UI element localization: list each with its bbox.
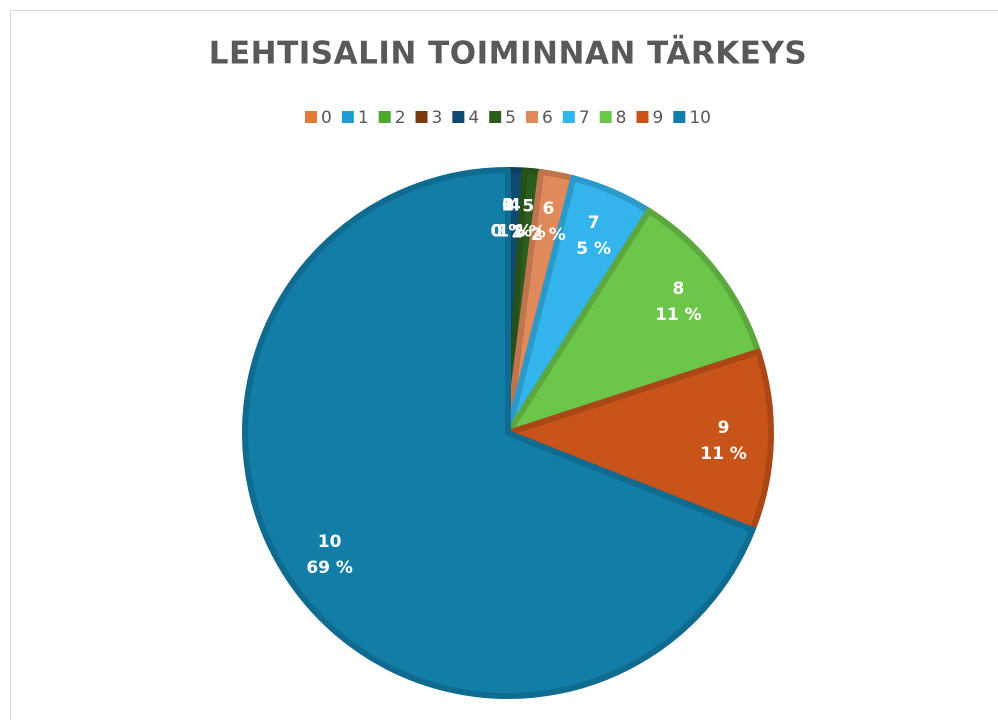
legend-swatch bbox=[562, 111, 575, 123]
legend-swatch bbox=[673, 111, 686, 123]
data-label-category: 1 bbox=[502, 195, 514, 215]
legend-item: 9 bbox=[636, 108, 663, 128]
legend-item: 5 bbox=[489, 108, 516, 128]
data-label-value: 1 % bbox=[497, 221, 532, 241]
legend-swatch bbox=[599, 111, 612, 123]
legend-swatch bbox=[415, 111, 428, 123]
legend-swatch bbox=[452, 111, 465, 123]
data-label-category: 5 bbox=[522, 196, 534, 216]
legend-label: 1 bbox=[358, 108, 369, 128]
legend-label: 0 bbox=[321, 108, 332, 128]
data-label-value: 0 % bbox=[491, 221, 526, 241]
data-label-category: 3 bbox=[502, 195, 514, 215]
legend-label: 6 bbox=[542, 108, 553, 128]
data-label-category: 6 bbox=[542, 199, 554, 219]
data-label-value: 1 % bbox=[511, 222, 546, 242]
data-label-category: 8 bbox=[672, 279, 684, 299]
legend-label: 10 bbox=[689, 108, 711, 128]
legend-item: 7 bbox=[562, 108, 590, 128]
legend-item: 10 bbox=[673, 108, 711, 128]
data-label-category: 0 bbox=[502, 195, 514, 215]
chart-title: LEHTISALIN TOIMINNAN TÄRKEYS bbox=[209, 36, 808, 72]
data-label-value: 69 % bbox=[306, 558, 353, 578]
legend-item: 0 bbox=[305, 108, 332, 128]
legend-swatch bbox=[636, 111, 649, 123]
data-label-value: 11 % bbox=[655, 305, 702, 325]
legend-item: 2 bbox=[378, 108, 406, 128]
pie-slice bbox=[242, 167, 756, 699]
pie-slice bbox=[505, 207, 762, 436]
legend-swatch bbox=[489, 111, 502, 123]
legend-label: 7 bbox=[579, 108, 590, 128]
data-labels: 00 %10 %20 %30 %41 %51 %62 %75 %811 %911… bbox=[306, 195, 747, 578]
legend-item: 4 bbox=[452, 108, 479, 128]
legend-swatch bbox=[341, 111, 354, 123]
pie bbox=[242, 167, 774, 699]
data-label-category: 7 bbox=[588, 213, 600, 233]
data-label-value: 5 % bbox=[576, 239, 611, 259]
legend-swatch bbox=[305, 111, 318, 123]
pie-slice bbox=[505, 348, 774, 533]
legend-swatch bbox=[378, 111, 391, 123]
legend-label: 9 bbox=[652, 108, 663, 128]
legend-item: 3 bbox=[415, 108, 443, 128]
legend: 0 1 2 3 4 5 6 7 8 9 10 bbox=[305, 108, 711, 128]
data-label-category: 9 bbox=[718, 418, 730, 438]
data-label-value: 2 % bbox=[531, 225, 566, 245]
legend-label: 4 bbox=[468, 108, 479, 128]
data-label-value: 0 % bbox=[491, 221, 526, 241]
legend-label: 8 bbox=[616, 108, 627, 128]
legend-label: 3 bbox=[432, 108, 443, 128]
data-label-value: 0 % bbox=[491, 221, 526, 241]
legend-label: 5 bbox=[505, 108, 516, 128]
data-label-category: 10 bbox=[318, 532, 342, 552]
legend-item: 6 bbox=[526, 108, 553, 128]
legend-swatch bbox=[526, 111, 539, 123]
legend-item: 1 bbox=[341, 108, 369, 128]
data-label-value: 11 % bbox=[700, 444, 747, 464]
legend-label: 2 bbox=[395, 108, 406, 128]
data-label-category: 4 bbox=[509, 195, 521, 215]
data-label-value: 0 % bbox=[491, 221, 526, 241]
legend-item: 8 bbox=[599, 108, 627, 128]
data-label-category: 2 bbox=[502, 195, 514, 215]
